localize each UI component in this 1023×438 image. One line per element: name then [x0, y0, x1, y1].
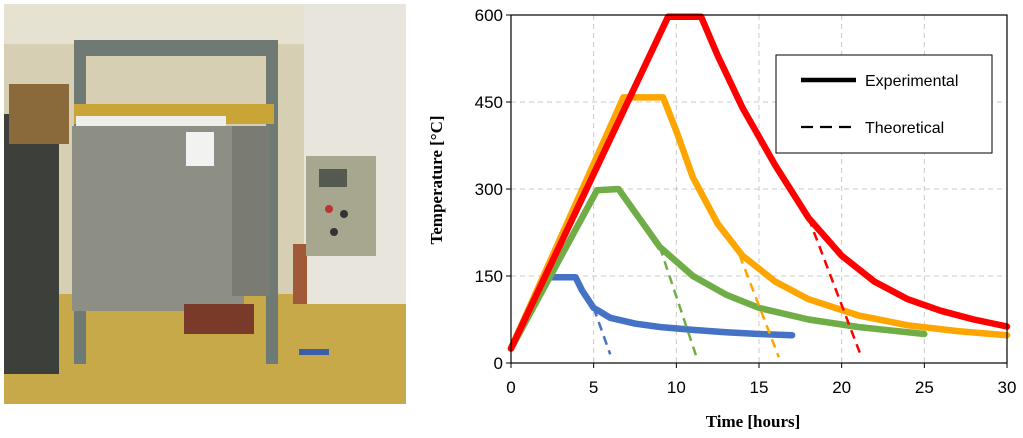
series-2-theoretical-line [658, 246, 698, 357]
legend-box [775, 54, 993, 154]
series-1-theoretical-line [592, 307, 612, 355]
y-tick-label: 150 [475, 267, 503, 286]
x-tick-label: 30 [998, 378, 1017, 397]
x-axis-title: Time [hours] [706, 412, 801, 431]
x-tick-label: 5 [589, 378, 598, 397]
series-3-theoretical-line [733, 240, 780, 358]
legend-item-experimental: Experimental [865, 73, 958, 90]
x-tick-label: 25 [915, 378, 934, 397]
y-tick-label: 0 [494, 354, 503, 373]
x-tick-label: 10 [667, 378, 686, 397]
series-1-experimental-line [507, 273, 796, 352]
y-tick-label: 450 [475, 93, 503, 112]
x-tick-label: 0 [506, 378, 515, 397]
legend-item-theoretical: Theoretical [865, 120, 944, 137]
x-tick-label: 20 [832, 378, 851, 397]
y-axis-title: Temperature [°C] [427, 115, 446, 244]
chart-legend: Experimental Theoretical [775, 54, 993, 154]
chart-series [507, 13, 1011, 358]
series-4-theoretical-line [807, 217, 863, 358]
furnace-photo [4, 4, 406, 404]
y-tick-label: 300 [475, 180, 503, 199]
x-tick-label: 15 [750, 378, 769, 397]
y-tick-label: 600 [475, 6, 503, 25]
